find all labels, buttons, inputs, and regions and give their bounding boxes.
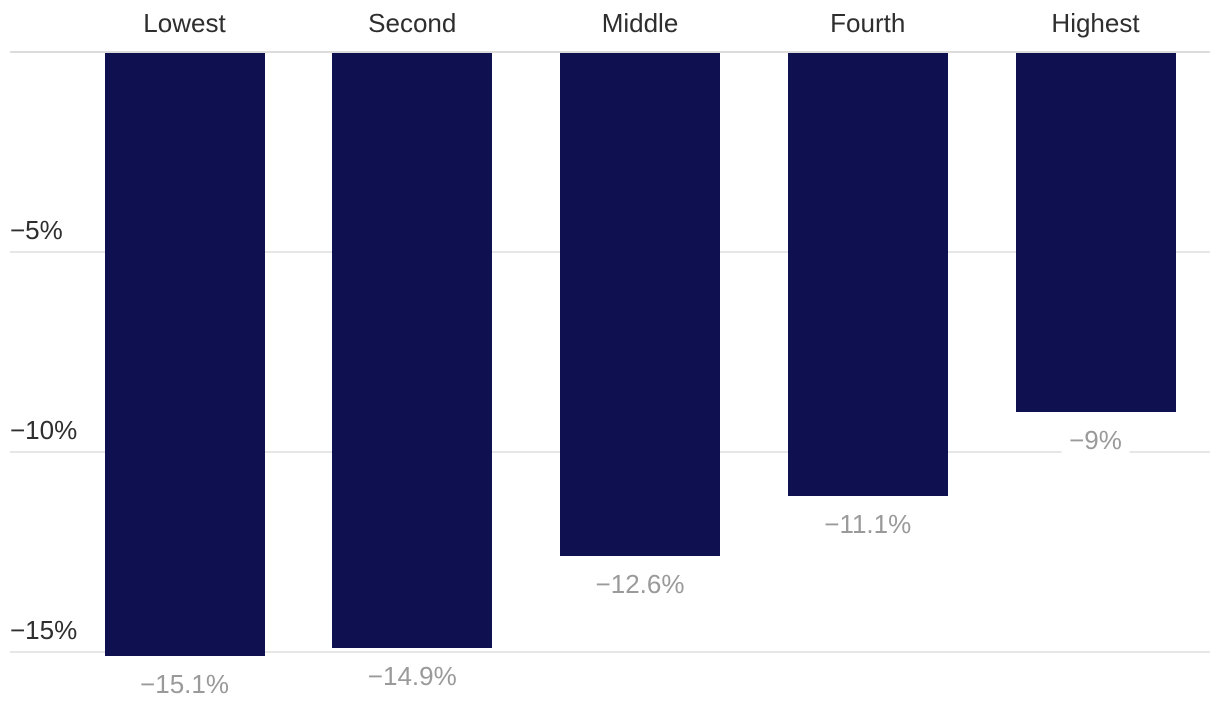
bar-fourth — [787, 53, 948, 496]
bar-highest — [1015, 53, 1176, 412]
bar-value-label: −12.6% — [587, 569, 693, 599]
y-tick-label: −10% — [10, 415, 78, 445]
category-label-second: Second — [368, 8, 457, 38]
bar-value-label: −14.9% — [359, 661, 465, 691]
category-label-lowest: Lowest — [143, 8, 226, 38]
zero-baseline — [10, 51, 1210, 53]
bar-value-label: −11.1% — [816, 509, 920, 539]
category-label-middle: Middle — [601, 8, 679, 38]
category-label-highest: Highest — [1051, 8, 1140, 38]
bar-value-label: −9% — [1061, 425, 1130, 455]
bar-middle — [560, 53, 720, 556]
bar-lowest — [104, 53, 265, 656]
y-tick-label: −15% — [10, 615, 78, 645]
bar-second — [332, 53, 493, 648]
gridline — [10, 651, 1210, 653]
y-tick-label: −5% — [10, 215, 63, 245]
bar-value-label: −15.1% — [132, 669, 237, 699]
category-label-fourth: Fourth — [830, 8, 906, 38]
